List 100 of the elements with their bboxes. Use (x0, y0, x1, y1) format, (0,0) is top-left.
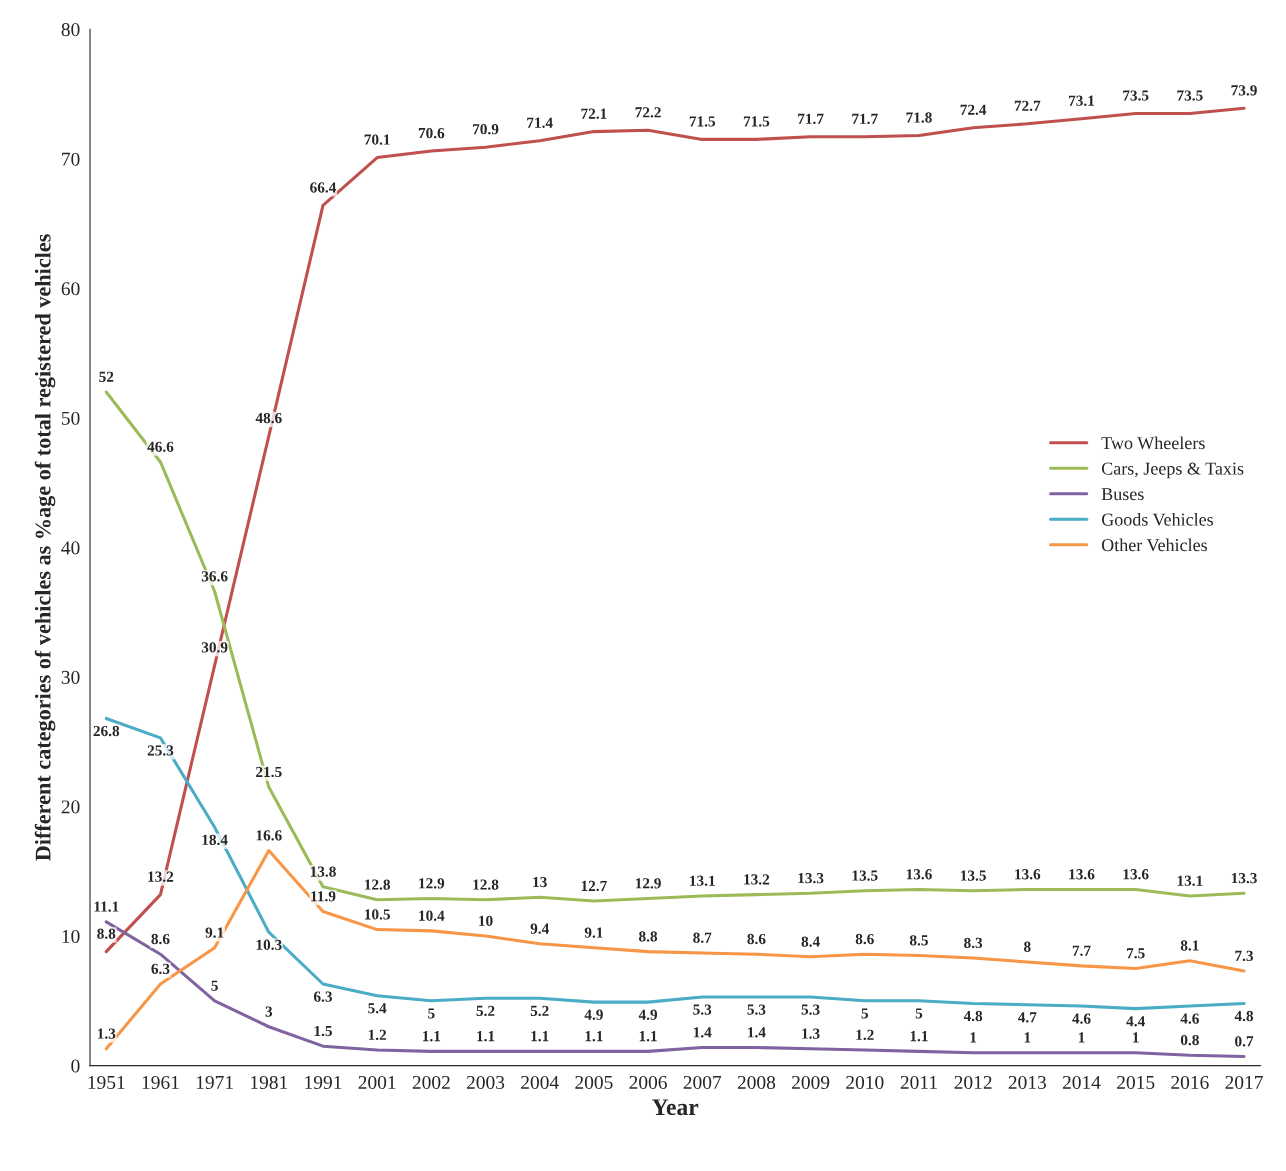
data-label: 1.4 (693, 1027, 712, 1038)
legend-label: Other Vehicles (1101, 538, 1207, 552)
data-label: 12.8 (365, 879, 391, 890)
data-label: 13.6 (1069, 869, 1095, 880)
data-label: 1.4 (748, 1027, 766, 1038)
x-tick-label: 2016 (1171, 1075, 1209, 1090)
data-label: 1.3 (97, 1028, 116, 1039)
data-label: 4.9 (638, 1009, 658, 1020)
x-tick-label: 2002 (412, 1075, 450, 1090)
data-label: 1.5 (314, 1025, 332, 1037)
x-tick-label: 2003 (466, 1075, 505, 1090)
data-label: 10.5 (365, 909, 390, 920)
y-tick-label: 0 (71, 1059, 80, 1073)
data-label: 8.1 (1180, 940, 1199, 951)
data-label: 66.4 (310, 182, 337, 193)
data-label: 10.3 (256, 939, 282, 950)
data-label: 11.1 (94, 901, 119, 912)
data-label: 4.7 (1017, 1012, 1037, 1023)
data-label: 1.1 (585, 1031, 603, 1042)
data-label: 5.4 (368, 1003, 387, 1014)
data-label: 1 (1133, 1032, 1139, 1043)
data-label: 1.1 (910, 1031, 928, 1042)
data-label: 73.1 (1069, 95, 1095, 106)
data-label: 1.1 (639, 1031, 657, 1042)
legend-label: Cars, Jeeps & Taxis (1101, 462, 1244, 479)
data-label: 72.2 (635, 107, 661, 118)
data-label: 8.4 (801, 936, 820, 947)
data-label: 1 (970, 1032, 977, 1043)
data-label: 52 (99, 371, 114, 382)
data-label: 5 (428, 1008, 435, 1019)
data-label: 13.3 (798, 873, 824, 884)
data-label: 13.1 (1177, 875, 1203, 886)
x-tick-label: 1951 (88, 1075, 125, 1090)
x-tick-label: 1961 (142, 1075, 179, 1090)
data-label: 12.9 (635, 878, 661, 889)
data-label: 5.2 (476, 1005, 495, 1017)
data-label: 1.2 (856, 1029, 874, 1041)
x-tick-label: 1971 (196, 1075, 233, 1090)
data-label: 13.1 (690, 875, 715, 886)
data-label: 72.1 (581, 108, 607, 119)
data-label: 71.5 (743, 116, 770, 127)
data-label: 4.6 (1180, 1013, 1199, 1024)
data-label: 8.6 (151, 933, 170, 945)
legend-label: Buses (1101, 488, 1144, 501)
data-label: 5 (861, 1008, 869, 1019)
legend-label: Two Wheelers (1101, 436, 1205, 450)
data-label: 13.6 (1123, 869, 1149, 880)
data-label: 0.7 (1235, 1036, 1254, 1047)
x-tick-label: 2013 (1008, 1075, 1046, 1090)
data-label: 25.3 (147, 745, 174, 756)
data-label: 7.5 (1126, 948, 1145, 959)
data-label: 13 (533, 876, 547, 888)
x-axis-title: Year (651, 1099, 699, 1116)
y-tick-label: 80 (61, 23, 80, 37)
x-tick-label: 2015 (1117, 1075, 1155, 1090)
data-label: 13.2 (744, 874, 770, 885)
data-label: 72.4 (960, 104, 987, 115)
data-label: 72.7 (1014, 100, 1041, 112)
data-label: 8.8 (639, 931, 658, 942)
x-tick-label: 2005 (575, 1075, 613, 1090)
data-label: 7.7 (1072, 945, 1091, 956)
data-label: 13.3 (1231, 873, 1257, 884)
data-label: 8.6 (747, 933, 766, 945)
data-label: 12.8 (473, 879, 499, 890)
data-label: 10.4 (419, 910, 445, 921)
data-label: 1.1 (423, 1031, 441, 1042)
data-label: 13.5 (852, 870, 878, 881)
data-label: 71.4 (527, 117, 553, 128)
data-label: 1.2 (368, 1029, 387, 1041)
y-tick-label: 10 (62, 929, 80, 944)
data-label: 6.3 (313, 991, 333, 1002)
data-label: 13.2 (148, 871, 174, 882)
data-label: 1 (1078, 1032, 1085, 1043)
x-tick-label: 2008 (737, 1075, 776, 1090)
data-label: 4.9 (584, 1009, 603, 1020)
data-label: 8.7 (693, 932, 712, 943)
data-label: 13.8 (310, 866, 336, 877)
data-label: 70.9 (473, 124, 499, 135)
data-label: 13.6 (1015, 869, 1041, 880)
data-label: 9.1 (205, 927, 224, 938)
data-label: 8.3 (964, 937, 983, 949)
data-label: 71.8 (906, 112, 932, 123)
data-label: 73.5 (1123, 90, 1149, 101)
data-label: 8 (1024, 941, 1031, 952)
data-label: 9.1 (584, 927, 603, 938)
data-label: 71.5 (689, 116, 716, 127)
x-tick-label: 2014 (1062, 1075, 1101, 1090)
data-label: 4.8 (963, 1010, 983, 1022)
data-label: 1.3 (802, 1028, 820, 1039)
y-tick-label: 30 (61, 670, 80, 684)
data-label: 8.8 (97, 928, 116, 939)
y-tick-label: 50 (61, 411, 80, 425)
data-label: 6.3 (151, 963, 170, 975)
x-tick-label: 2011 (900, 1075, 937, 1090)
data-label: 5.3 (693, 1004, 712, 1015)
data-label: 21.5 (256, 766, 282, 778)
data-label: 7.3 (1235, 950, 1254, 962)
x-tick-label: 2006 (629, 1075, 667, 1090)
data-label: 5 (211, 980, 218, 991)
data-label: 8.5 (909, 935, 928, 946)
